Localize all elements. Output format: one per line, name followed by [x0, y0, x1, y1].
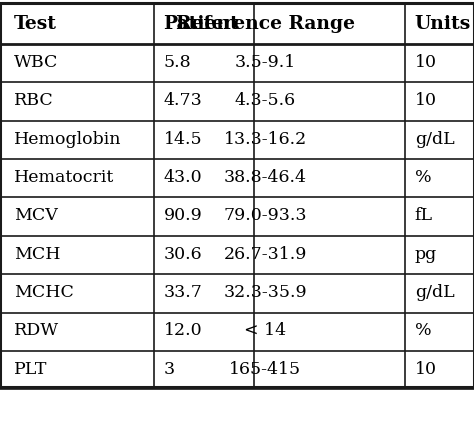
Text: 43.0: 43.0 [164, 169, 202, 186]
Text: 13.3-16.2: 13.3-16.2 [224, 131, 307, 147]
Text: 90.9: 90.9 [164, 208, 202, 224]
Text: MCH: MCH [14, 246, 61, 262]
Text: Reference Range: Reference Range [176, 15, 355, 33]
Text: 165-415: 165-415 [229, 361, 301, 378]
Text: 10: 10 [415, 361, 437, 378]
Text: g/dL: g/dL [415, 284, 455, 301]
Text: Hematocrit: Hematocrit [14, 169, 114, 186]
Text: 10: 10 [415, 92, 437, 109]
Text: < 14: < 14 [245, 323, 286, 339]
Text: 3: 3 [164, 361, 174, 378]
Text: 4.3-5.6: 4.3-5.6 [235, 92, 296, 109]
Text: Patient: Patient [164, 15, 239, 33]
Text: 30.6: 30.6 [164, 246, 202, 262]
Text: PLT: PLT [14, 361, 47, 378]
Text: RBC: RBC [14, 92, 54, 109]
Text: 10: 10 [415, 54, 437, 71]
Text: pg: pg [415, 246, 437, 262]
Text: MCV: MCV [14, 208, 58, 224]
Text: 79.0-93.3: 79.0-93.3 [224, 208, 307, 224]
Text: 5.8: 5.8 [164, 54, 191, 71]
Bar [0, 3, 474, 387]
Text: 4.73: 4.73 [164, 92, 202, 109]
Text: g/dL: g/dL [415, 131, 455, 147]
Text: WBC: WBC [14, 54, 59, 71]
Text: 12.0: 12.0 [164, 323, 202, 339]
Text: 26.7-31.9: 26.7-31.9 [224, 246, 307, 262]
Text: %: % [415, 169, 431, 186]
Text: RDW: RDW [14, 323, 59, 339]
Text: 32.3-35.9: 32.3-35.9 [224, 284, 307, 301]
Text: 38.8-46.4: 38.8-46.4 [224, 169, 307, 186]
Text: %: % [415, 323, 431, 339]
Text: 3.5-9.1: 3.5-9.1 [235, 54, 296, 71]
Text: Hemoglobin: Hemoglobin [14, 131, 122, 147]
Text: fL: fL [415, 208, 433, 224]
Text: MCHC: MCHC [14, 284, 74, 301]
Text: Units: Units [415, 15, 471, 33]
Text: 33.7: 33.7 [164, 284, 202, 301]
Text: Test: Test [14, 15, 57, 33]
Text: 14.5: 14.5 [164, 131, 202, 147]
